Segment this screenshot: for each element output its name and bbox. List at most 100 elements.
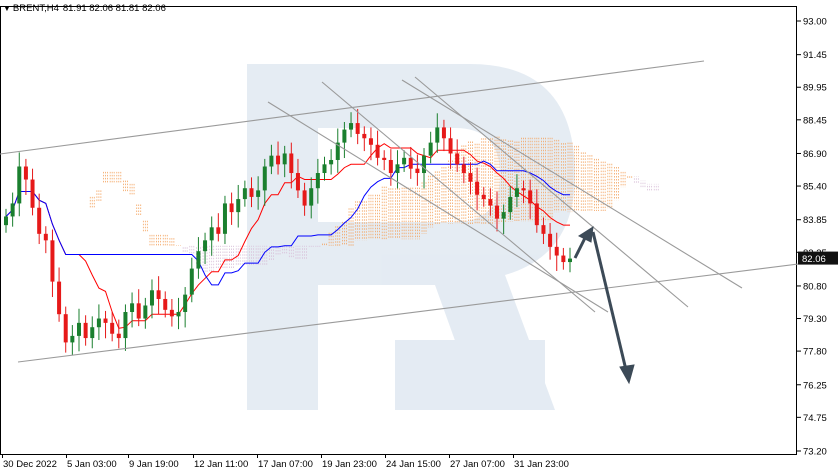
y-tick-label: 93.00 — [803, 17, 827, 28]
forecast-down-arrow — [591, 231, 628, 371]
candle-body — [388, 159, 393, 174]
candle — [43, 226, 48, 254]
x-tick: 27 Jan 07:00 — [449, 454, 505, 470]
trend-line — [321, 81, 596, 313]
candle-body — [176, 312, 181, 317]
candle-body — [355, 123, 360, 134]
x-tick-label: 30 Dec 2022 — [3, 459, 57, 470]
candle-body — [302, 190, 307, 206]
y-tick: 74.75 — [797, 413, 827, 424]
kijun-sen-line — [5, 160, 570, 286]
y-tick: 76.25 — [797, 380, 827, 391]
candle-body — [375, 144, 380, 158]
candle — [402, 150, 407, 172]
candle-body — [229, 203, 234, 213]
candle-body — [289, 153, 294, 174]
candle — [501, 204, 506, 235]
candle — [103, 310, 108, 339]
candle — [30, 168, 35, 216]
x-tick-label: 24 Jan 15:00 — [386, 459, 441, 470]
candle-body — [269, 155, 274, 167]
candle-body — [262, 166, 267, 191]
candle — [368, 127, 373, 161]
candle-body — [57, 281, 62, 315]
price-label-text: 82.06 — [802, 254, 826, 265]
y-tick-label: 79.30 — [803, 314, 827, 325]
candle-body — [428, 142, 433, 156]
candle — [63, 306, 68, 353]
y-tick: 93.00 — [797, 17, 827, 28]
candle-body — [349, 123, 354, 130]
y-tick-label: 88.45 — [803, 115, 827, 126]
candle-body — [554, 246, 559, 256]
candle — [17, 152, 22, 217]
candle-body — [50, 240, 55, 282]
candle-body — [495, 205, 500, 219]
candle-body — [422, 155, 427, 174]
candle-body — [256, 190, 261, 197]
candle-body — [382, 157, 387, 160]
chart-header: ▼ BRENT,H4 81.91 82.06 81.81 82.06 — [3, 3, 166, 14]
y-tick-label: 80.80 — [803, 281, 827, 292]
candle — [561, 247, 566, 270]
candle-body — [309, 188, 314, 206]
candle-body — [216, 227, 221, 234]
candle — [495, 191, 500, 232]
candle — [441, 119, 446, 152]
candle-body — [169, 309, 174, 317]
candle-body — [149, 290, 154, 306]
candle-body — [481, 194, 486, 200]
candle — [375, 130, 380, 166]
candle — [229, 192, 234, 225]
candle-body — [461, 164, 466, 174]
forecast-up-arrow — [573, 235, 588, 259]
candle-body — [501, 212, 506, 219]
candle — [282, 145, 287, 178]
x-tick-label: 31 Jan 23:00 — [514, 459, 569, 470]
candle — [57, 267, 62, 322]
candle-body — [236, 199, 241, 213]
candle — [554, 232, 559, 271]
candle — [415, 154, 420, 186]
candle-body — [123, 312, 128, 339]
y-tick: 88.45 — [797, 115, 827, 126]
candle — [163, 291, 168, 318]
candle — [468, 162, 473, 195]
trend-line — [401, 79, 743, 289]
candle — [302, 182, 307, 216]
candle-body — [76, 322, 81, 336]
tenkan-sen-line — [5, 143, 570, 329]
candle-body — [468, 173, 473, 182]
candle — [548, 222, 553, 260]
forecast-up-arrowhead — [577, 225, 594, 243]
candle — [349, 112, 354, 138]
candle — [309, 177, 314, 219]
candle-body — [63, 314, 68, 343]
candle — [521, 180, 526, 204]
candle-body — [189, 268, 194, 295]
candle — [83, 315, 88, 346]
header-dropdown-icon[interactable]: ▼ — [3, 4, 11, 13]
candle — [335, 128, 340, 173]
x-tick: 12 Jan 11:00 — [193, 454, 248, 470]
candle — [435, 113, 440, 153]
candle — [196, 237, 201, 279]
candle — [362, 126, 367, 152]
candle — [448, 127, 453, 169]
candle-body — [528, 190, 533, 204]
y-tick-label: 77.80 — [803, 347, 827, 358]
candle-body — [43, 233, 48, 241]
candle — [70, 325, 75, 356]
candle — [4, 208, 8, 233]
candle — [156, 276, 161, 315]
candle-body — [534, 203, 539, 226]
candle-body — [203, 240, 208, 252]
candle-body — [282, 153, 287, 165]
current-price-label: 82.06 — [798, 251, 838, 265]
y-tick: 73.20 — [797, 447, 827, 458]
candle — [123, 304, 128, 351]
ohlc-values: 81.91 82.06 81.81 82.06 — [62, 3, 166, 14]
candle-body — [130, 303, 135, 313]
candle-body — [561, 255, 566, 263]
y-tick: 83.85 — [797, 215, 827, 226]
